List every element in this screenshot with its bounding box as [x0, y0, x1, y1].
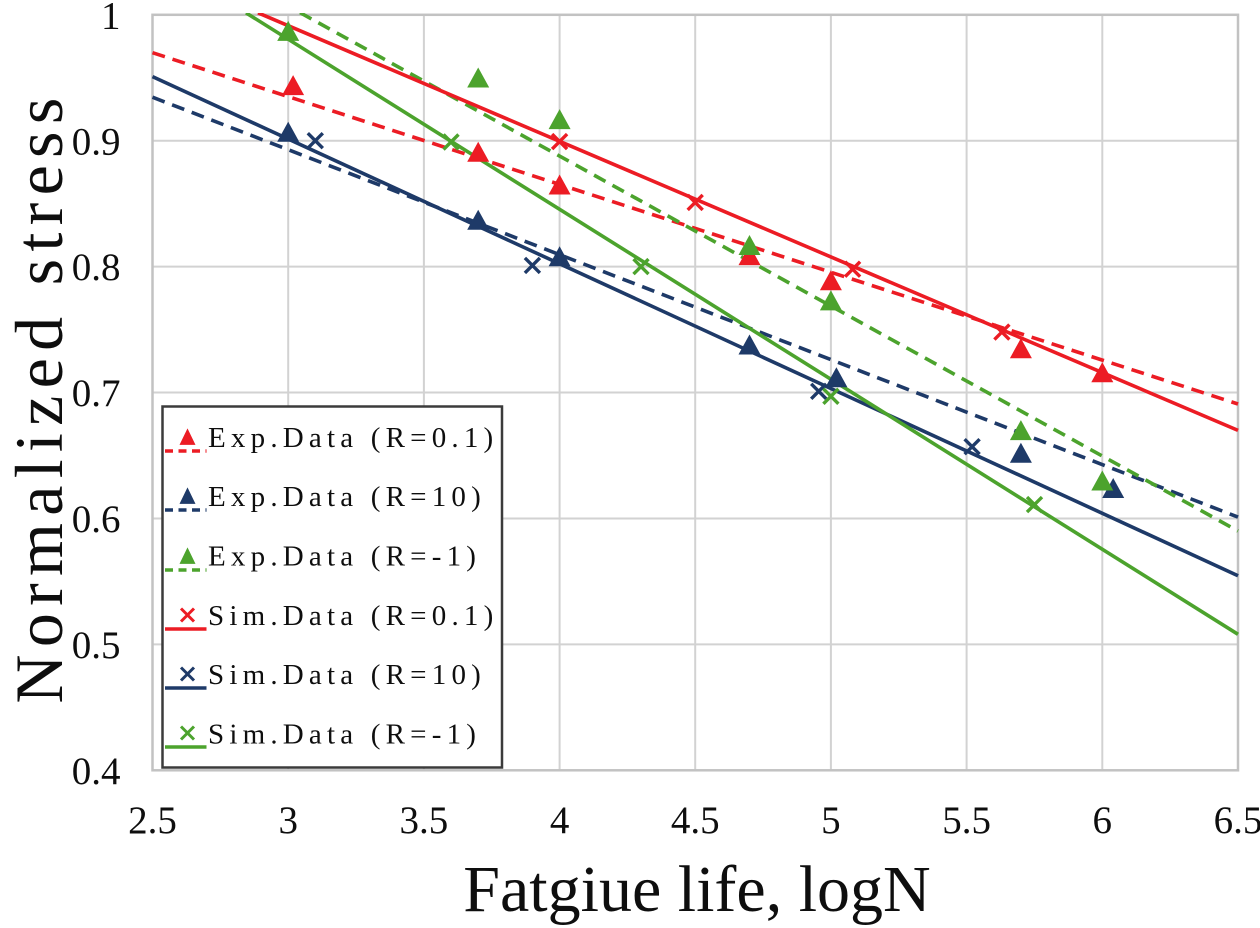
- svg-text:Sim.Data (R=10): Sim.Data (R=10): [208, 659, 486, 691]
- svg-text:0.7: 0.7: [72, 372, 121, 415]
- svg-text:Fatgiue life, logN: Fatgiue life, logN: [463, 853, 930, 926]
- svg-text:1: 1: [101, 0, 121, 37]
- svg-text:3: 3: [278, 799, 298, 842]
- svg-text:0.5: 0.5: [72, 624, 121, 667]
- svg-text:Normalized stress: Normalized stress: [1, 90, 77, 703]
- svg-text:Sim.Data (R=-1): Sim.Data (R=-1): [208, 719, 481, 751]
- svg-text:0.9: 0.9: [72, 120, 121, 163]
- svg-text:5: 5: [821, 799, 841, 842]
- svg-text:Exp.Data (R=10): Exp.Data (R=10): [208, 481, 486, 513]
- svg-text:0.8: 0.8: [72, 246, 121, 289]
- svg-text:Exp.Data (R=0.1): Exp.Data (R=0.1): [208, 422, 498, 454]
- svg-text:6.5: 6.5: [1214, 799, 1260, 842]
- svg-text:2.5: 2.5: [128, 799, 177, 842]
- svg-text:4.5: 4.5: [671, 799, 720, 842]
- svg-text:5.5: 5.5: [942, 799, 991, 842]
- svg-text:Sim.Data (R=0.1): Sim.Data (R=0.1): [208, 600, 498, 632]
- svg-text:0.4: 0.4: [72, 750, 121, 793]
- svg-text:3.5: 3.5: [400, 799, 449, 842]
- svg-text:Exp.Data (R=-1): Exp.Data (R=-1): [208, 541, 481, 573]
- svg-text:0.6: 0.6: [72, 498, 121, 541]
- svg-text:6: 6: [1093, 799, 1113, 842]
- svg-text:4: 4: [550, 799, 570, 842]
